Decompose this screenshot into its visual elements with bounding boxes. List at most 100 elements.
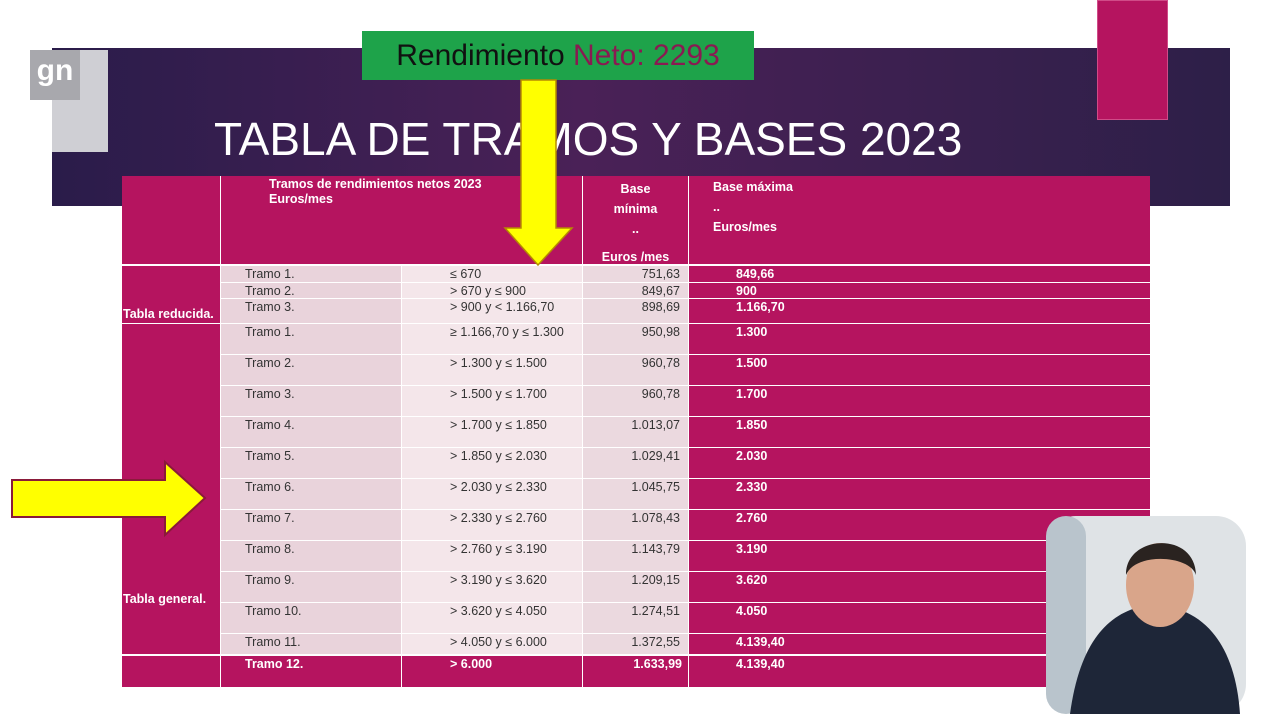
table-cell: Tramo 6. [221, 479, 401, 509]
cell-text: 1.209,15 [631, 573, 680, 587]
table-cell: 960,78 [583, 386, 688, 416]
cell-text: Tramo 3. [245, 387, 295, 401]
cell-text: ≥ 1.166,70 y ≤ 1.300 [450, 325, 564, 339]
down-arrow [503, 79, 574, 267]
table-cell: 898,69 [583, 299, 688, 323]
table-cell: ≥ 1.166,70 y ≤ 1.300 [402, 324, 582, 354]
table-cell: > 3.190 y ≤ 3.620 [402, 572, 582, 602]
banner-value: Neto: 2293 [573, 39, 720, 72]
cell-text: 1.300 [736, 325, 768, 339]
table-cell: > 2.760 y ≤ 3.190 [402, 541, 582, 571]
cell-text: 1.850 [736, 418, 768, 432]
cell-text: Tramo 12. [245, 657, 304, 671]
table-cell: Tramo 9. [221, 572, 401, 602]
cell-text: > 1.500 y ≤ 1.700 [450, 387, 547, 401]
cell-text: 4.139,40 [736, 657, 785, 671]
cell-text: Tramo 10. [245, 604, 302, 618]
cell-text: > 2.330 y ≤ 2.760 [450, 511, 547, 525]
banner-label: Rendimiento [396, 39, 565, 72]
cell-text: Tramo 2. [245, 284, 295, 298]
cell-text: 1.633,99 [633, 657, 682, 671]
cell-text: Tramo 8. [245, 542, 295, 556]
cell-text: 849,66 [736, 267, 775, 281]
table-cell: 4.139,40 [689, 634, 1150, 654]
table-cell [122, 656, 220, 687]
table-cell: 1.143,79 [583, 541, 688, 571]
table-cell: 1.274,51 [583, 603, 688, 633]
table-cell: Tramo 1. [221, 266, 401, 282]
table-cell: > 3.620 y ≤ 4.050 [402, 603, 582, 633]
cell-text: 1.274,51 [631, 604, 680, 618]
cell-text: Tramo 9. [245, 573, 295, 587]
table-cell: 2.330 [689, 479, 1150, 509]
webcam [1046, 516, 1246, 714]
table-cell: Tramo 1. [221, 324, 401, 354]
table-cell: > 2.030 y ≤ 2.330 [402, 479, 582, 509]
cell-text: Tramos de rendimientos netos 2023 [269, 177, 482, 191]
cell-text: 1.500 [736, 356, 768, 370]
cell-text: 849,67 [641, 284, 680, 298]
cell-text: Tramo 2. [245, 356, 295, 370]
table-cell: Tramo 2. [221, 283, 401, 298]
cell-text: 1.078,43 [631, 511, 680, 525]
table-cell: 2.030 [689, 448, 1150, 478]
cell-text: 950,98 [641, 325, 680, 339]
table-cell: 1.209,15 [583, 572, 688, 602]
cell-text: Tramo 7. [245, 511, 295, 525]
cell-text: > 3.190 y ≤ 3.620 [450, 573, 547, 587]
table-cell: 849,67 [583, 283, 688, 298]
header-cell [122, 176, 220, 264]
cell-text: 2.030 [736, 449, 768, 463]
table-cell: > 2.330 y ≤ 2.760 [402, 510, 582, 540]
table-cell: 1.850 [689, 417, 1150, 447]
cell-text: > 670 y ≤ 900 [450, 284, 527, 298]
header-cell: Base máxima.. Euros/mes [689, 176, 1150, 264]
cell-text: > 900 y < 1.166,70 [450, 300, 555, 314]
cell-text: Tramo 4. [245, 418, 295, 432]
cell-text: Tramo 1. [245, 267, 295, 281]
cell-text: Tramo 6. [245, 480, 295, 494]
cell-text: 960,78 [641, 356, 680, 370]
cell-text: Base máxima [713, 180, 793, 194]
table-cell: 1.300 [689, 324, 1150, 354]
cell-text: > 6.000 [450, 657, 493, 671]
table-cell: 1.700 [689, 386, 1150, 416]
cell-text: Tramo 5. [245, 449, 295, 463]
header-cell: Base mínima.. Euros /mes [583, 176, 688, 264]
cell-text: > 2.030 y ≤ 2.330 [450, 480, 547, 494]
table-cell: 950,98 [583, 324, 688, 354]
cell-text: 1.166,70 [736, 300, 785, 314]
table-cell: 751,63 [583, 266, 688, 282]
cell-text: Tramo 11. [245, 635, 301, 649]
cell-text: > 1.700 y ≤ 1.850 [450, 418, 547, 432]
cell-text: 4.050 [736, 604, 768, 618]
table-cell: 1.029,41 [583, 448, 688, 478]
cell-text: .. [713, 200, 720, 214]
cell-text: > 3.620 y ≤ 4.050 [450, 604, 547, 618]
cell-text: > 2.760 y ≤ 3.190 [450, 542, 547, 556]
table-cell: Tramo 8. [221, 541, 401, 571]
cell-text: 2.330 [736, 480, 768, 494]
table-cell: 1.166,70 [689, 299, 1150, 323]
cell-text: 751,63 [641, 267, 680, 281]
cell-text: 1.029,41 [631, 449, 680, 463]
cell-text: 1.143,79 [631, 542, 680, 556]
cell-text: Euros/mes [269, 192, 333, 206]
cell-text: 1.700 [736, 387, 768, 401]
cell-text: 3.190 [736, 542, 768, 556]
cell-text: Tramo 3. [245, 300, 295, 314]
table-cell: 1.633,99 [583, 656, 688, 687]
table-cell: Tramo 4. [221, 417, 401, 447]
pink-block [1097, 0, 1168, 120]
cell-text: 960,78 [641, 387, 680, 401]
cell-text: > 1.300 y ≤ 1.500 [450, 356, 547, 370]
cell-text: 1.372,55 [631, 635, 680, 649]
right-arrow [11, 459, 207, 538]
cell-text: Tabla reducida. [123, 307, 214, 321]
table-cell: 1.045,75 [583, 479, 688, 509]
table-cell: 900 [689, 283, 1150, 298]
banner: Rendimiento Neto: 2293 [362, 31, 754, 80]
cell-text: 3.620 [736, 573, 768, 587]
table-cell: > 4.050 y ≤ 6.000 [402, 634, 582, 654]
